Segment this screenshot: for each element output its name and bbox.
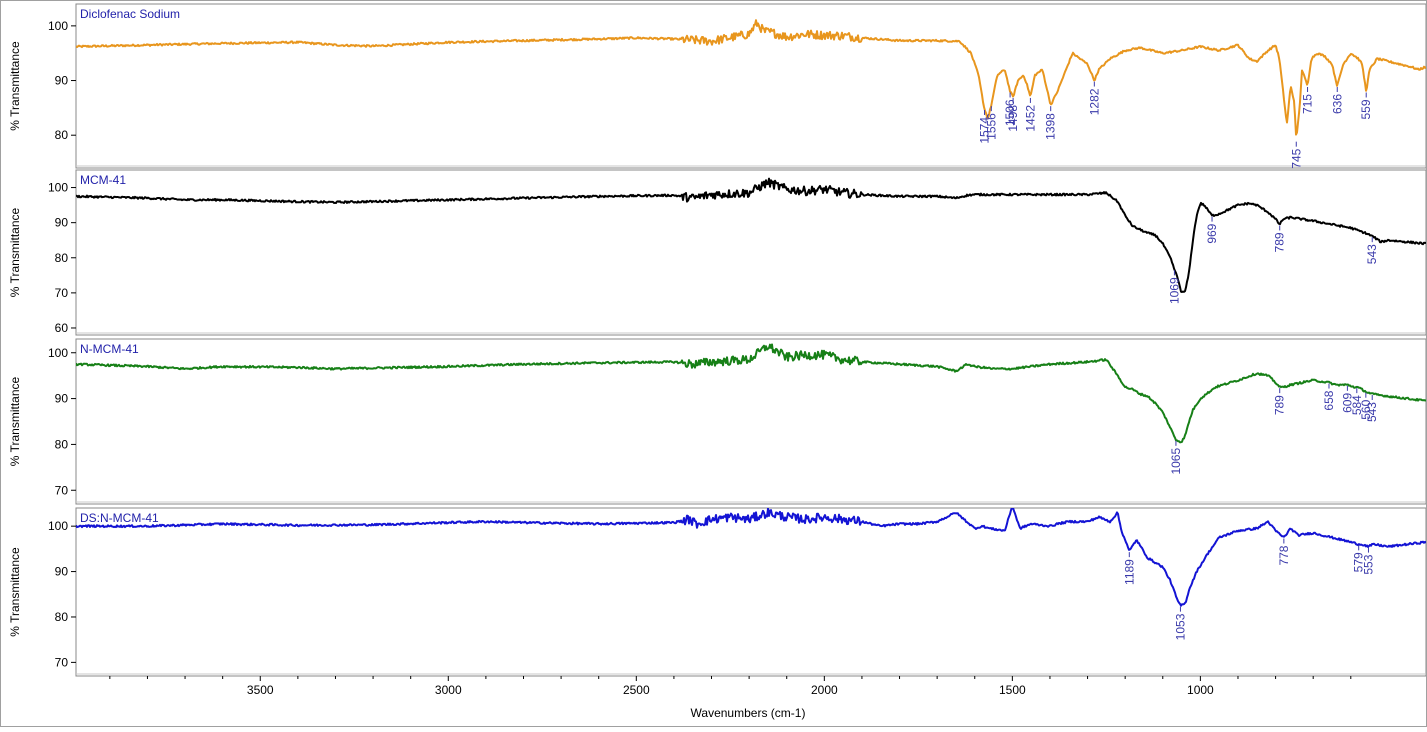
x-tick-label: 1000 — [1187, 683, 1214, 697]
x-tick-label: 3500 — [247, 683, 274, 697]
peak-label: 969 — [1205, 223, 1219, 243]
panel-2: 100 90 80 70 % Transmittance N-MCM-41 1065 789 6… — [8, 338, 1427, 505]
y-tick-label: 100 — [48, 519, 68, 533]
panels-layer: 100 90 80 % Transmittance Diclofenac Sodium 1… — [8, 3, 1427, 677]
y-axis-label: % Transmittance — [8, 207, 22, 297]
y-tick-label: 100 — [48, 19, 68, 33]
panel-title: DS:N-MCM-41 — [80, 511, 159, 525]
peak-label: 1574 — [978, 117, 992, 144]
x-tick-label: 2500 — [623, 683, 650, 697]
x-axis-label: Wavenumbers (cm-1) — [691, 706, 806, 720]
peak-label: 543 — [1365, 244, 1379, 264]
peak-label: 584 — [1350, 395, 1364, 415]
x-tick-label: 3000 — [435, 683, 462, 697]
peak-label: 543 — [1365, 402, 1379, 422]
y-tick-label: 70 — [55, 286, 69, 300]
peak-label: 1065 — [1169, 448, 1183, 475]
y-axis-label: % Transmittance — [8, 547, 22, 637]
y-axis-label: % Transmittance — [8, 41, 22, 131]
y-tick-label: 90 — [55, 74, 69, 88]
y-tick-label: 70 — [55, 655, 69, 669]
peak-label: 1556 — [984, 113, 998, 140]
panel-0: 100 90 80 % Transmittance Diclofenac Sodium 1… — [8, 3, 1427, 169]
y-tick-label: 100 — [48, 346, 68, 360]
spectrum-line — [76, 343, 1426, 444]
panel-1: 100 90 80 70 60 % Transmittance MCM-41 1069 969 7… — [8, 169, 1427, 336]
y-tick-label: 80 — [55, 251, 69, 265]
spectrum-line — [76, 508, 1426, 607]
peak-label: 778 — [1277, 545, 1291, 565]
spectrum-line — [76, 19, 1426, 136]
y-tick-label: 90 — [55, 216, 69, 230]
y-axis-label: % Transmittance — [8, 376, 22, 466]
peak-label: 1398 — [1044, 113, 1058, 140]
y-tick-label: 100 — [48, 181, 68, 195]
peak-label: 636 — [1330, 94, 1344, 114]
panel-title: N-MCM-41 — [80, 342, 139, 356]
panel-title: Diclofenac Sodium — [80, 7, 180, 21]
x-tick-label: 1500 — [999, 683, 1026, 697]
peak-label: 560 — [1359, 399, 1373, 419]
peak-label: 1282 — [1087, 88, 1101, 115]
peak-label: 1498 — [1006, 105, 1020, 132]
peak-label: 1506 — [1003, 99, 1017, 126]
spectrum-line — [76, 177, 1426, 293]
peak-label: 789 — [1273, 232, 1287, 252]
y-tick-label: 80 — [55, 128, 69, 142]
peak-label: 609 — [1340, 393, 1354, 413]
y-tick-label: 70 — [55, 483, 69, 497]
peak-label: 715 — [1301, 94, 1315, 114]
peak-label: 1189 — [1122, 559, 1136, 585]
y-tick-label: 80 — [55, 437, 69, 451]
peak-label: 745 — [1289, 148, 1303, 168]
peak-label: 1452 — [1023, 105, 1037, 132]
peak-label: 553 — [1361, 554, 1375, 574]
peak-label: 789 — [1273, 395, 1287, 415]
peak-label: 1053 — [1173, 613, 1187, 640]
y-tick-label: 90 — [55, 565, 69, 579]
panel-3: 100 90 80 70 % Transmittance DS:N-MCM-41 1189 1… — [8, 507, 1427, 677]
peak-label: 579 — [1352, 552, 1366, 572]
peak-label: 559 — [1359, 99, 1373, 119]
panel-frame — [75, 169, 1427, 336]
x-tick-label: 2000 — [811, 683, 838, 697]
panel-title: MCM-41 — [80, 173, 126, 187]
peak-label: 658 — [1322, 390, 1336, 410]
y-tick-label: 90 — [55, 392, 69, 406]
y-tick-label: 60 — [55, 321, 69, 335]
panel-frame — [75, 507, 1427, 677]
y-tick-label: 80 — [55, 610, 69, 624]
panel-frame — [75, 338, 1427, 505]
peak-label: 1069 — [1167, 277, 1181, 304]
